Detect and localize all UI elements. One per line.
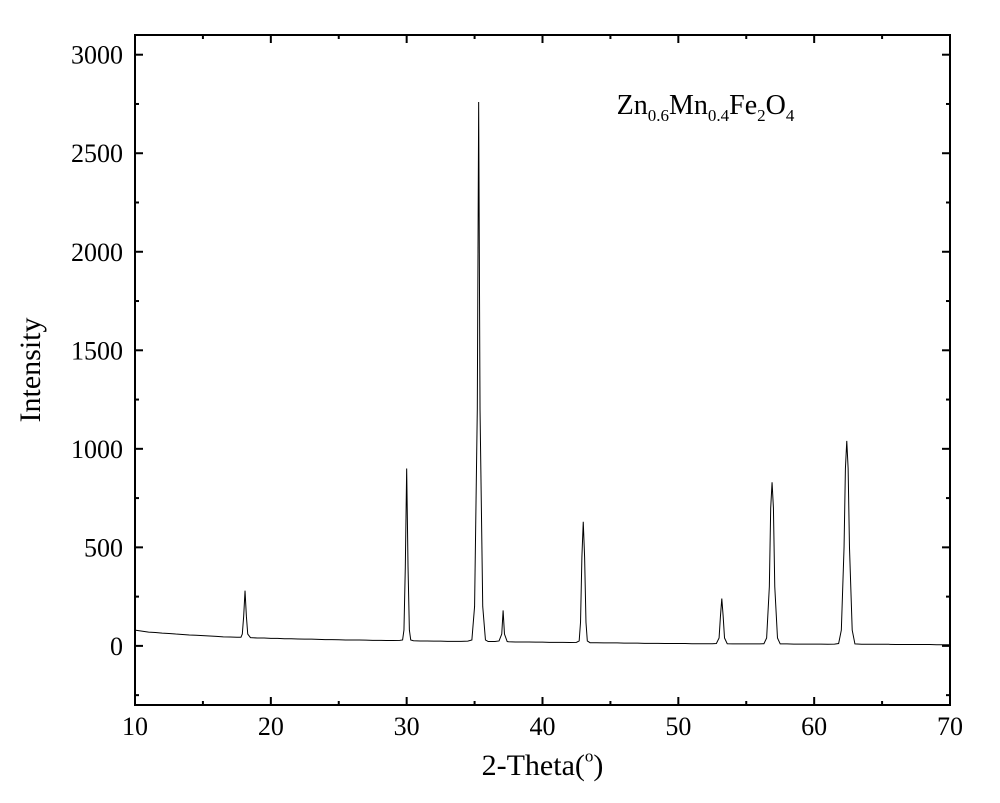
svg-text:50: 50 [665, 712, 691, 741]
svg-text:2-Theta(o): 2-Theta(o) [482, 747, 604, 783]
svg-text:500: 500 [84, 533, 123, 562]
svg-text:Intensity: Intensity [14, 318, 47, 423]
svg-text:30: 30 [394, 712, 420, 741]
svg-text:2000: 2000 [71, 238, 123, 267]
chart-svg: 10 20 30 40 50 60 70 0 500 1000 1500 2000 2500 3000 2-… [0, 0, 1000, 803]
svg-text:1500: 1500 [71, 336, 123, 365]
svg-text:10: 10 [122, 712, 148, 741]
xrd-chart: 10 20 30 40 50 60 70 0 500 1000 1500 2000 2500 3000 2-… [0, 0, 1000, 803]
svg-text:0: 0 [110, 632, 123, 661]
svg-text:40: 40 [530, 712, 556, 741]
svg-text:Zn0.6Mn0.4Fe2O4: Zn0.6Mn0.4Fe2O4 [617, 90, 795, 125]
svg-text:1000: 1000 [71, 435, 123, 464]
svg-text:20: 20 [258, 712, 284, 741]
svg-text:2500: 2500 [71, 139, 123, 168]
svg-text:70: 70 [937, 712, 963, 741]
svg-text:60: 60 [801, 712, 827, 741]
svg-text:3000: 3000 [71, 41, 123, 70]
